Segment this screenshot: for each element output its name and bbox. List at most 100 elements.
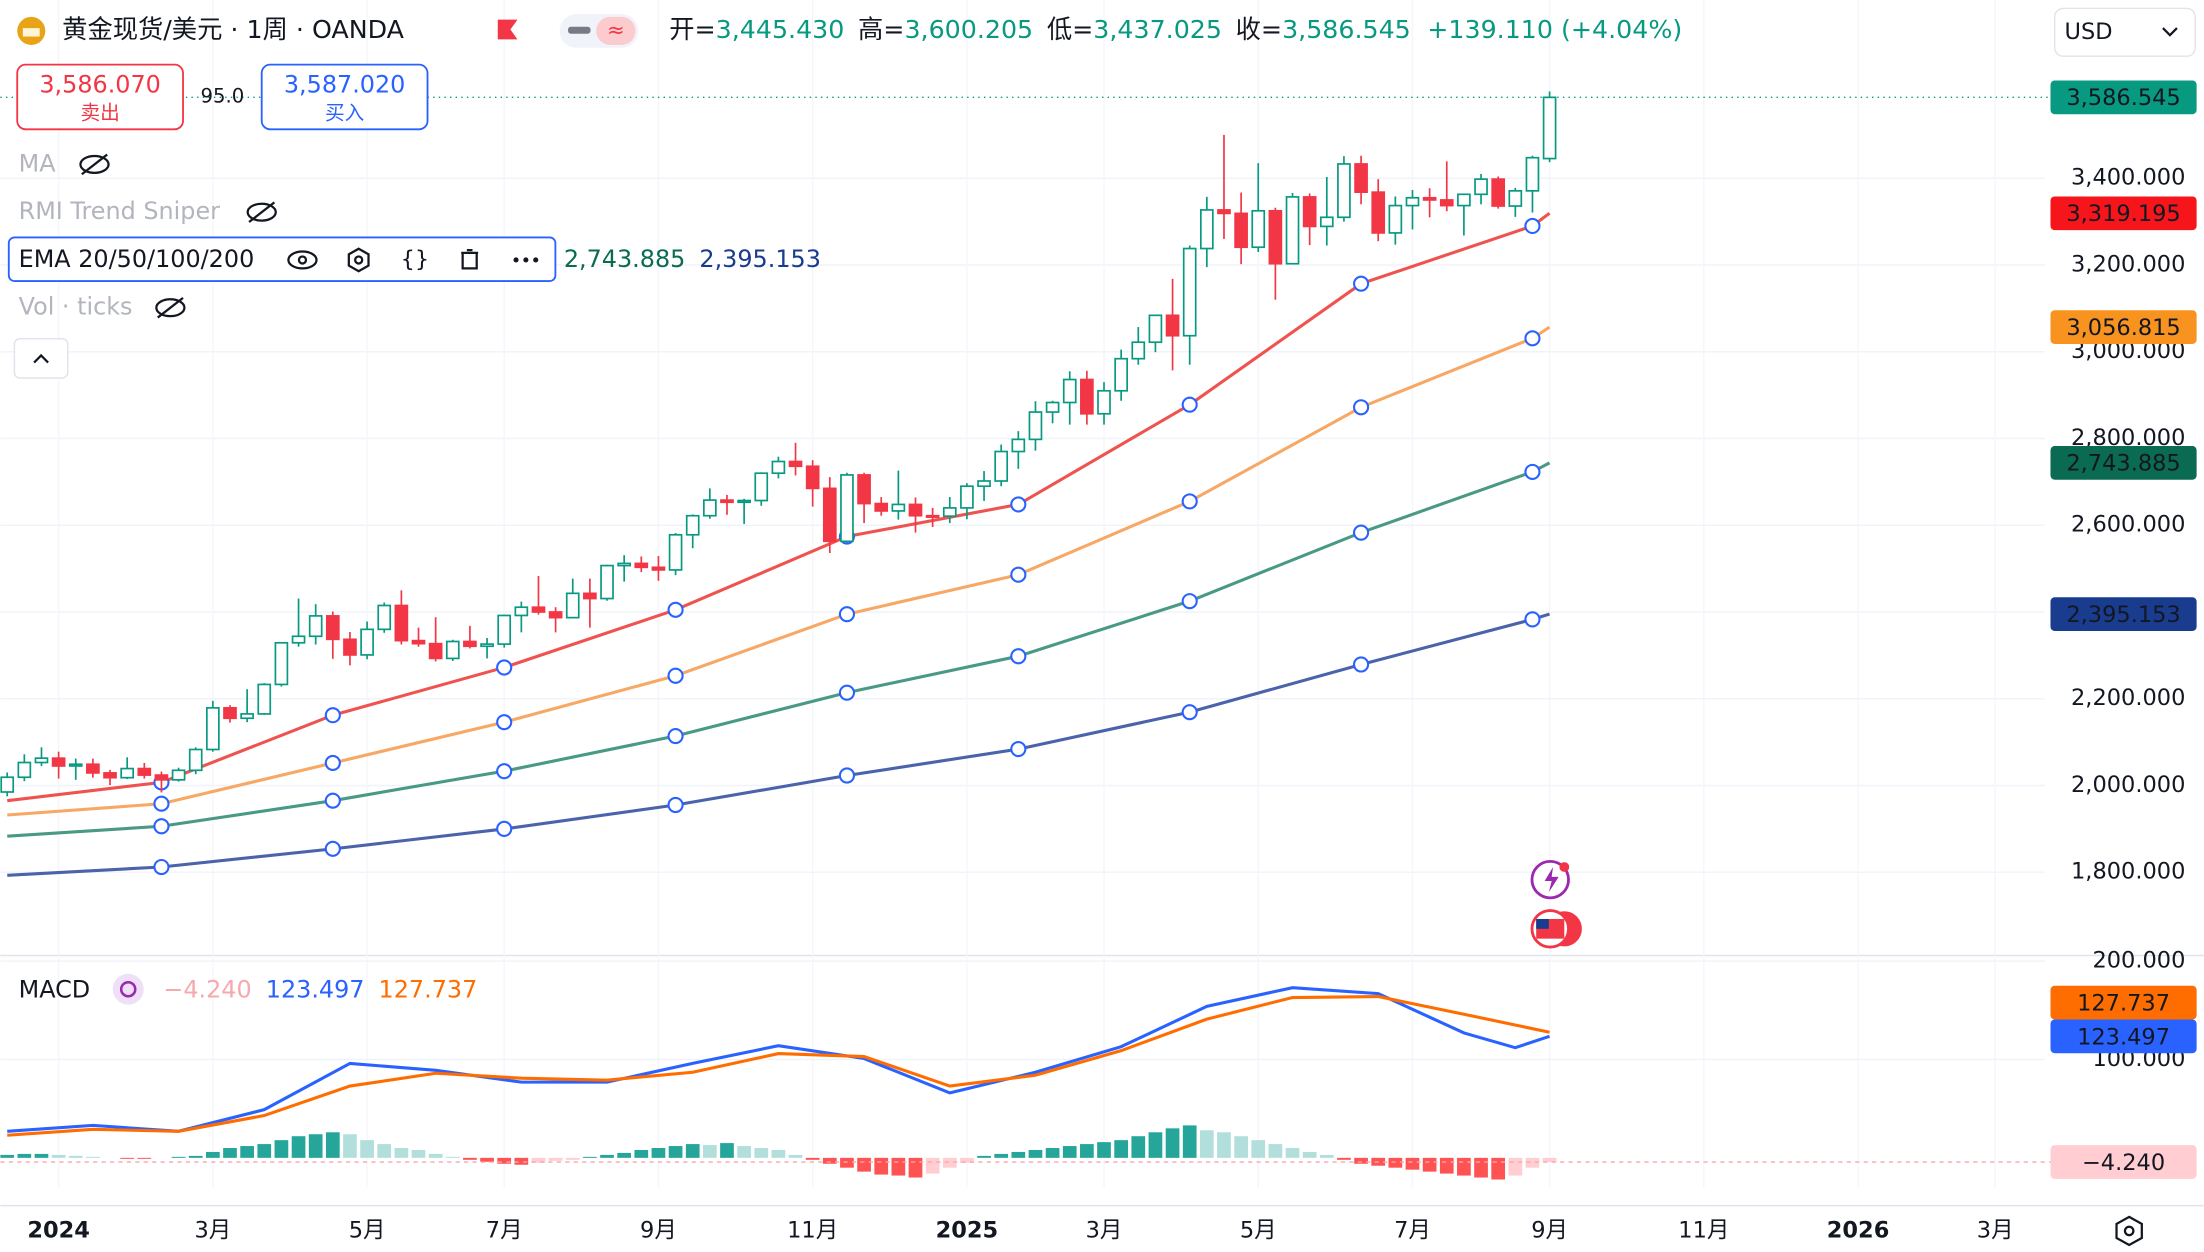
- histogram-bar: [514, 1157, 529, 1165]
- sell-button[interactable]: [16, 63, 184, 131]
- candle-body: [754, 472, 769, 502]
- candle-body: [1439, 199, 1454, 207]
- histogram-bar: [1182, 1125, 1197, 1158]
- line-marker: [1524, 330, 1541, 347]
- candle-body: [171, 769, 186, 781]
- x-tick-label: 2025: [936, 1217, 999, 1243]
- histogram-bar: [651, 1148, 666, 1158]
- hidden-icon[interactable]: [155, 297, 186, 319]
- histogram-bar: [737, 1146, 751, 1158]
- y-tick-label: 3,400.000: [2071, 165, 2185, 191]
- indicator-ma[interactable]: MA: [19, 149, 57, 177]
- sell-label: 卖出: [80, 101, 119, 124]
- collapse-chevron: [33, 353, 49, 364]
- line-marker: [153, 818, 170, 835]
- indicator-badge-label: 123.497: [2077, 1024, 2170, 1050]
- price-badge: [2050, 196, 2197, 231]
- histogram-bar: [1474, 1157, 1488, 1178]
- candle-body: [1045, 401, 1060, 413]
- histogram-bar: [137, 1157, 152, 1159]
- indicator-vol[interactable]: Vol · ticks: [19, 293, 133, 321]
- line-marker: [1352, 524, 1370, 541]
- macd-title[interactable]: MACD: [19, 976, 91, 1004]
- indicator-ema-box[interactable]: [7, 236, 557, 282]
- x-tick-label: 9月: [640, 1217, 677, 1243]
- histogram-bar: [1148, 1132, 1163, 1158]
- candle-body: [343, 638, 357, 656]
- price-badge-label: 2,743.885: [2066, 451, 2180, 477]
- histogram-bar: [531, 1157, 546, 1163]
- histogram-bar: [308, 1134, 323, 1158]
- candle-body: [325, 615, 340, 641]
- price-badge: [2050, 80, 2197, 115]
- histogram-bar: [497, 1157, 512, 1164]
- indicator-ema[interactable]: EMA 20/50/100/200: [19, 245, 255, 273]
- candle-body: [308, 615, 323, 638]
- hidden-icon[interactable]: [79, 153, 110, 176]
- line-marker: [1524, 463, 1541, 480]
- line-marker: [496, 763, 513, 780]
- histogram-bar: [411, 1149, 426, 1158]
- eye-icon[interactable]: [287, 250, 318, 270]
- histogram-bar: [942, 1157, 957, 1168]
- histogram-bar: [360, 1140, 374, 1158]
- histogram-bar: [1388, 1157, 1403, 1168]
- line-marker: [1181, 593, 1198, 610]
- histogram-bar: [720, 1143, 734, 1158]
- buy-button[interactable]: [260, 63, 429, 131]
- flag-canton: [1536, 918, 1549, 929]
- candle-body: [891, 503, 906, 512]
- line-marker: [1010, 740, 1027, 758]
- flag-icon[interactable]: [497, 19, 518, 40]
- histogram-bar: [377, 1144, 392, 1158]
- delete-icon[interactable]: [461, 248, 479, 270]
- collapse-button[interactable]: [13, 337, 69, 379]
- candle-body: [1474, 178, 1488, 196]
- macd-icon[interactable]: [112, 973, 144, 1005]
- toggle-left: [568, 26, 591, 34]
- settings-icon[interactable]: [347, 247, 370, 273]
- event-dot: [1559, 862, 1570, 872]
- settings-gear[interactable]: [2115, 1215, 2143, 1247]
- histogram-bar: [1234, 1136, 1248, 1158]
- x-tick-label: 11月: [787, 1217, 838, 1243]
- indicator-badge: [2050, 985, 2197, 1020]
- low-value: 3,437.025: [1093, 15, 1222, 44]
- histogram-bar: [1285, 1148, 1300, 1158]
- candle-body: [497, 614, 512, 645]
- x-tick-label: 3月: [1977, 1217, 2014, 1243]
- symbol-title[interactable]: 黄金现货/美元 · 1周 · OANDA: [62, 15, 404, 44]
- histogram-bar: [600, 1154, 614, 1158]
- histogram-bar: [171, 1156, 186, 1158]
- candle-body: [0, 776, 15, 793]
- histogram-bar: [583, 1156, 597, 1158]
- currency-button[interactable]: [2053, 7, 2196, 57]
- histogram-bar: [874, 1157, 889, 1175]
- histogram-bar: [1062, 1146, 1077, 1158]
- candle-body: [68, 763, 83, 767]
- candle-body: [1371, 191, 1386, 234]
- candle-body: [17, 761, 32, 779]
- histogram-bar: [960, 1157, 974, 1163]
- close-label: 收=: [1236, 15, 1282, 44]
- histogram-bar: [908, 1157, 923, 1178]
- indicator-badge-label: −4.240: [2082, 1150, 2165, 1176]
- candle-body: [1302, 196, 1317, 228]
- x-tick-label: 2026: [1827, 1217, 1890, 1243]
- toggle-symbol: ≈: [607, 17, 625, 42]
- source-icon[interactable]: {}: [401, 246, 430, 272]
- candle-body: [1062, 378, 1077, 404]
- more-icon[interactable]: [513, 257, 539, 263]
- histogram-bar: [1354, 1157, 1368, 1164]
- currency-label: USD: [2065, 19, 2113, 45]
- histogram-bar: [1097, 1142, 1111, 1158]
- histogram-bar: [1080, 1144, 1094, 1158]
- candle-body: [1491, 178, 1506, 207]
- change-value: +139.110 (+4.04%): [1427, 15, 1682, 44]
- candle-body: [1337, 163, 1351, 219]
- hidden-icon[interactable]: [246, 201, 277, 223]
- histogram-bar: [1457, 1157, 1471, 1176]
- x-tick-label: 5月: [349, 1217, 386, 1243]
- indicator-rmi[interactable]: RMI Trend Sniper: [19, 197, 221, 225]
- line-marker: [1352, 656, 1370, 673]
